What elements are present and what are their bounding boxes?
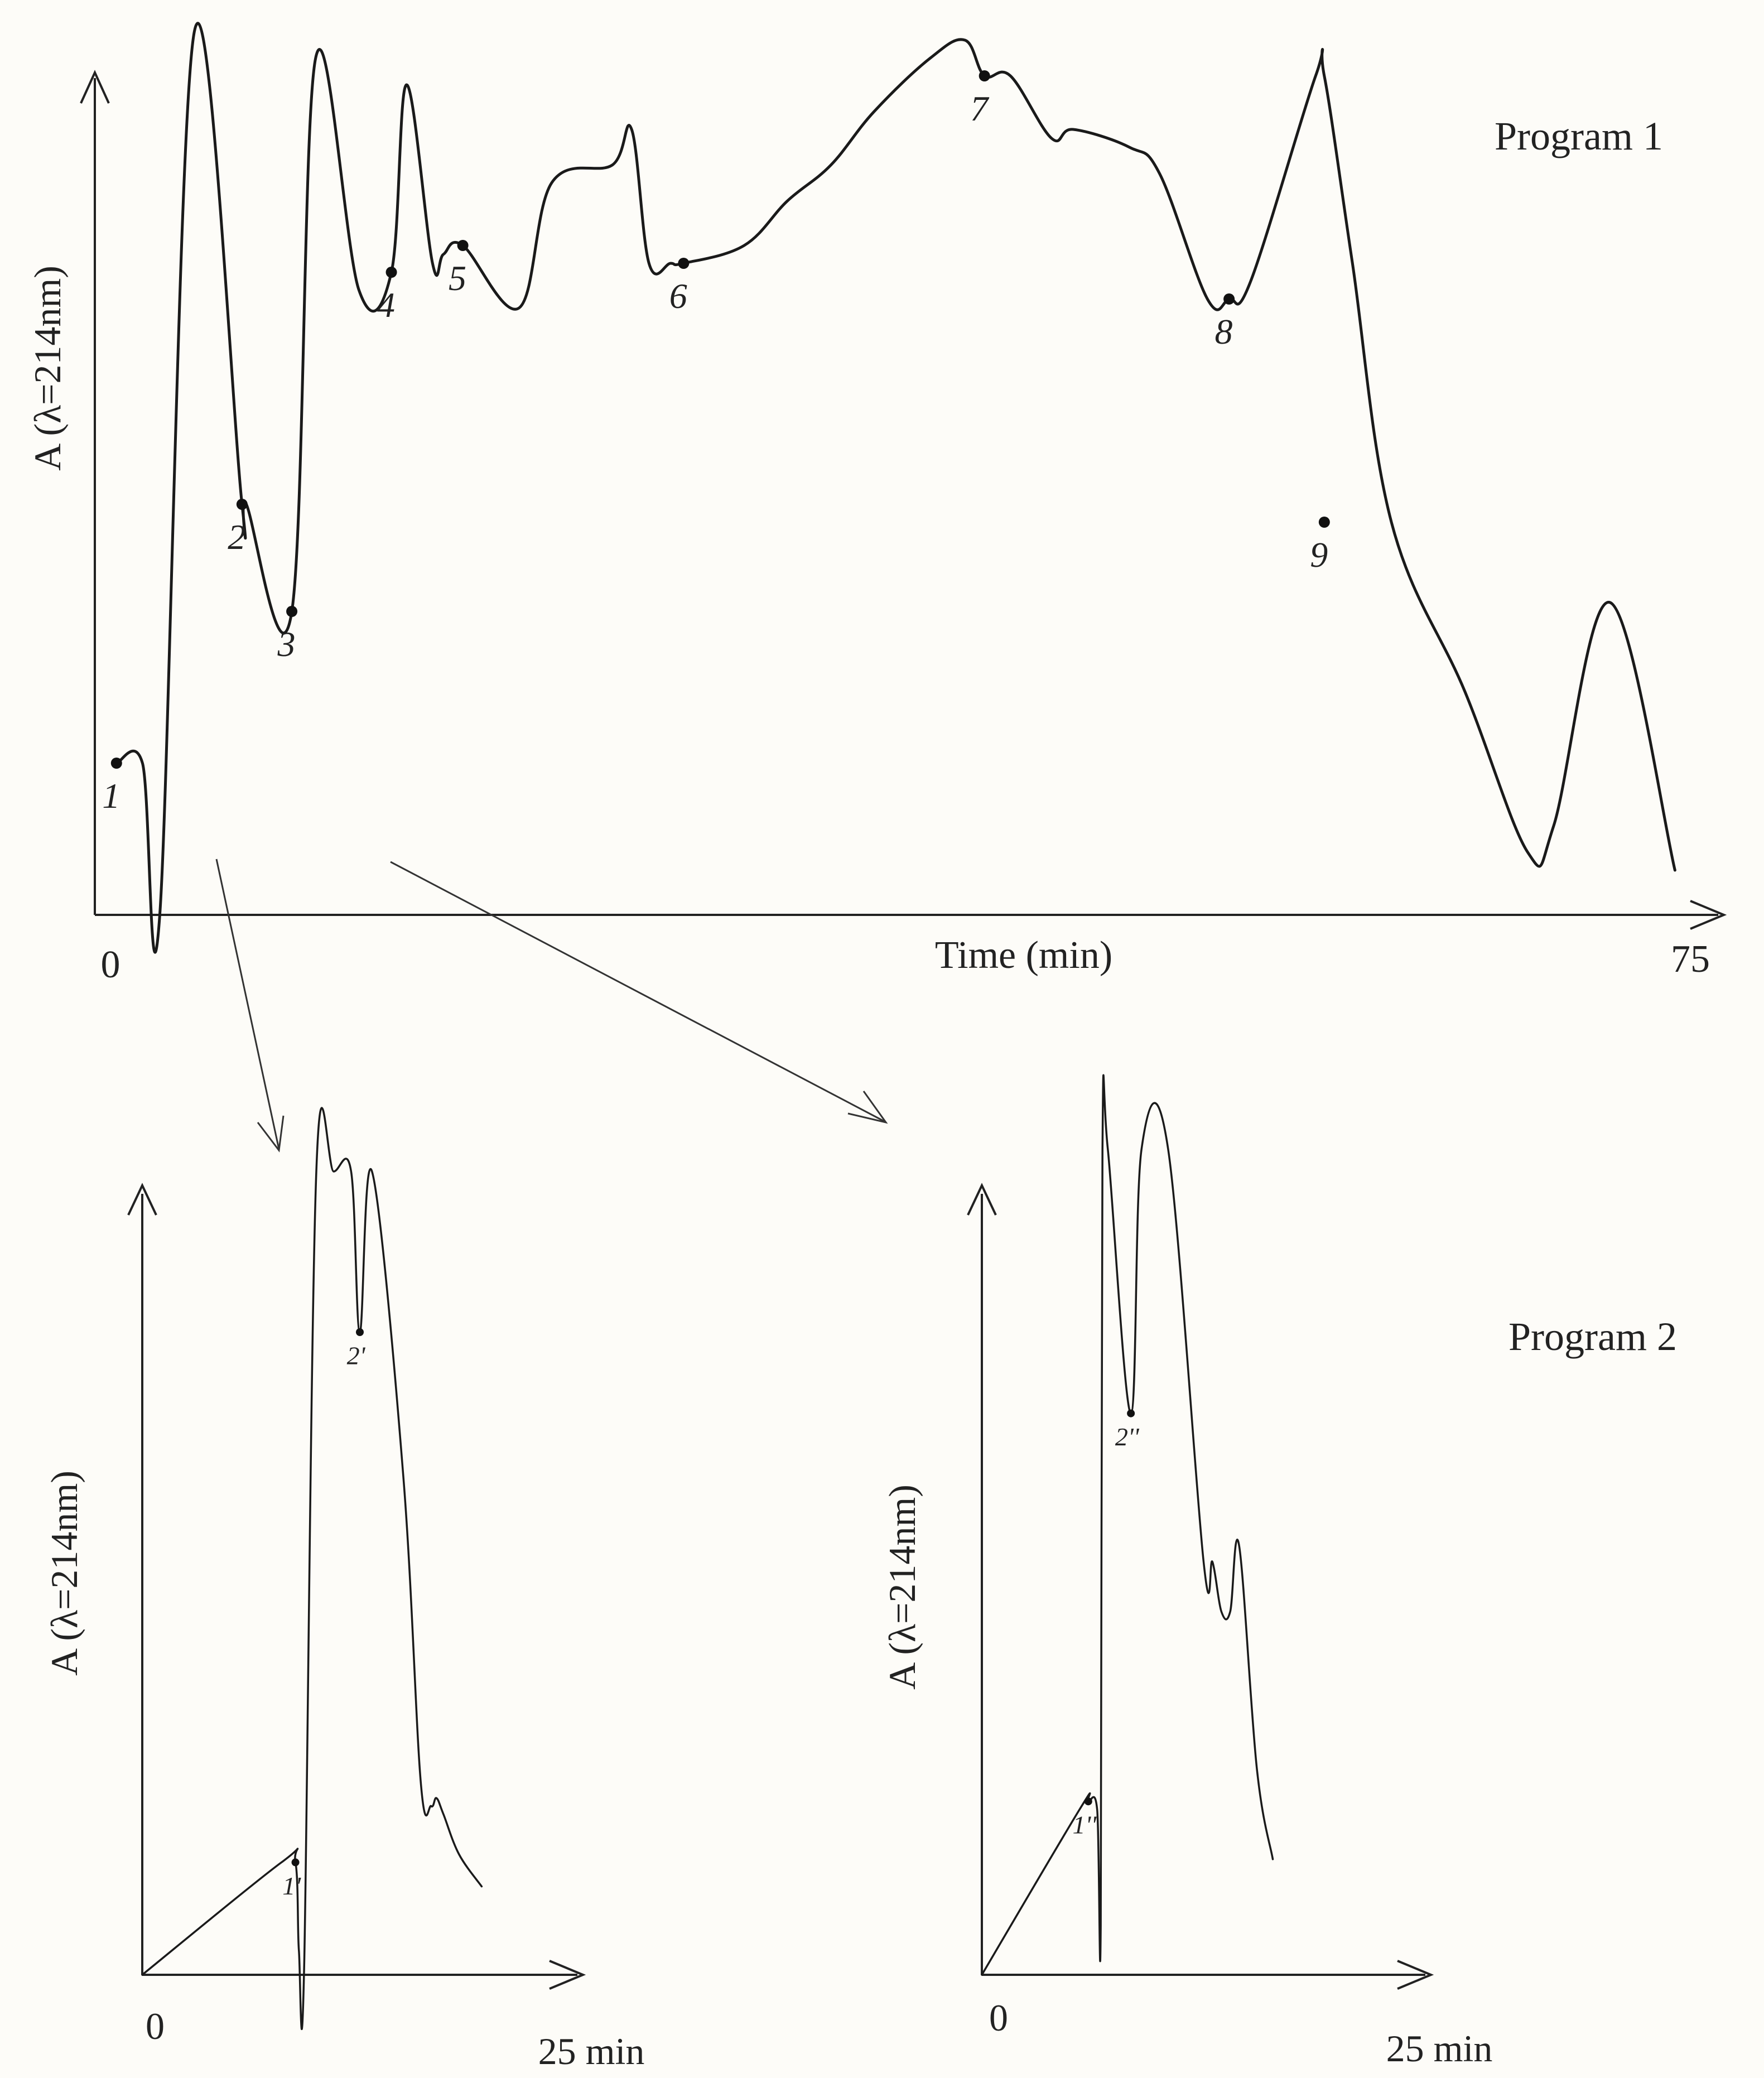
program1-marker-label-8: 8 (1215, 312, 1233, 351)
program1-x-origin-label: 0 (101, 943, 121, 986)
program2-label: Program 2 (1508, 1314, 1677, 1359)
program1-marker-label-9: 9 (1310, 535, 1328, 575)
program1-y-axis-arrow (80, 70, 110, 104)
program1-marker-dot-6 (678, 258, 690, 269)
zoom-arrow-right-head (847, 1091, 888, 1124)
program1-marker-label-6: 6 (669, 276, 687, 316)
program1-xlabel: Time (min) (935, 934, 1112, 977)
program1-marker-label-5: 5 (449, 258, 466, 298)
program1-marker-dot-4 (385, 267, 397, 278)
program2-left-y-axis-arrow (127, 1183, 157, 1216)
program1-marker-label-4: 4 (377, 285, 395, 325)
program2-left-marker-dot-2 (356, 1328, 364, 1336)
program2-right-marker-dot-1 (1084, 1797, 1092, 1806)
program1-marker-label-7: 7 (970, 89, 990, 128)
program2-left-x-axis-arrow (549, 1960, 586, 1990)
zoom-arrow-left-head (257, 1115, 285, 1153)
program2-right-x-end-label: 25 min (1386, 2027, 1493, 2070)
program2-right-x-axis-arrow (1397, 1960, 1434, 1990)
program1-marker-dot-9 (1318, 517, 1330, 528)
program2-left-chart: 1' 2' A (λ=214nm) 0 25 min (43, 1107, 645, 2072)
program1-marker-label-2: 2 (228, 517, 245, 557)
program2-right-markers: 1'' 2'' (1073, 1409, 1140, 1839)
program2-right-y-axis-arrow (967, 1183, 997, 1216)
program2-left-x-end-label: 25 min (538, 2030, 645, 2072)
program2-left-ylabel: A (λ=214nm) (43, 1470, 85, 1676)
program2-right-marker-label-2: 2'' (1115, 1423, 1140, 1451)
program1-chart: 1 2 3 4 5 6 7 8 9 A (λ=214nm) Time (min) 0 75 Pr… (26, 22, 1727, 986)
program1-marker-dot-8 (1223, 293, 1235, 305)
program2-right-trace (981, 1074, 1274, 1976)
program2-right-marker-label-1: 1'' (1073, 1811, 1097, 1839)
program1-label: Program 1 (1495, 114, 1663, 158)
program1-markers: 1 2 3 4 5 6 7 8 9 (102, 70, 1330, 816)
program1-marker-dot-7 (979, 70, 990, 81)
program2-right-x-origin-label: 0 (989, 1997, 1008, 2039)
zoom-arrow-left (215, 859, 280, 1150)
program1-ylabel: A (λ=214nm) (26, 266, 69, 471)
zoom-arrow-right (390, 861, 885, 1122)
program2-left-marker-dot-1 (291, 1858, 300, 1867)
program2-left-marker-label-2: 2' (347, 1342, 366, 1370)
program2-right-marker-dot-2 (1127, 1409, 1135, 1418)
program2-right-chart: 1'' 2'' A (λ=214nm) 0 25 min Program 2 (881, 1074, 1677, 2070)
program1-marker-dot-5 (457, 240, 469, 251)
program1-marker-dot-3 (286, 606, 298, 617)
program1-marker-label-1: 1 (102, 776, 120, 816)
program2-left-marker-label-1: 1' (282, 1872, 301, 1900)
program1-trace (115, 22, 1676, 954)
program2-right-ylabel: A (λ=214nm) (881, 1484, 923, 1690)
program1-x-axis-arrow (1690, 900, 1727, 930)
program1-x-end-label: 75 (1671, 938, 1710, 981)
program2-left-x-origin-label: 0 (146, 2005, 165, 2047)
program1-marker-dot-2 (236, 499, 248, 510)
program2-left-markers: 1' 2' (282, 1328, 366, 1900)
program1-marker-label-3: 3 (277, 624, 295, 664)
program2-left-trace (141, 1107, 483, 2031)
program1-marker-dot-1 (110, 758, 122, 769)
